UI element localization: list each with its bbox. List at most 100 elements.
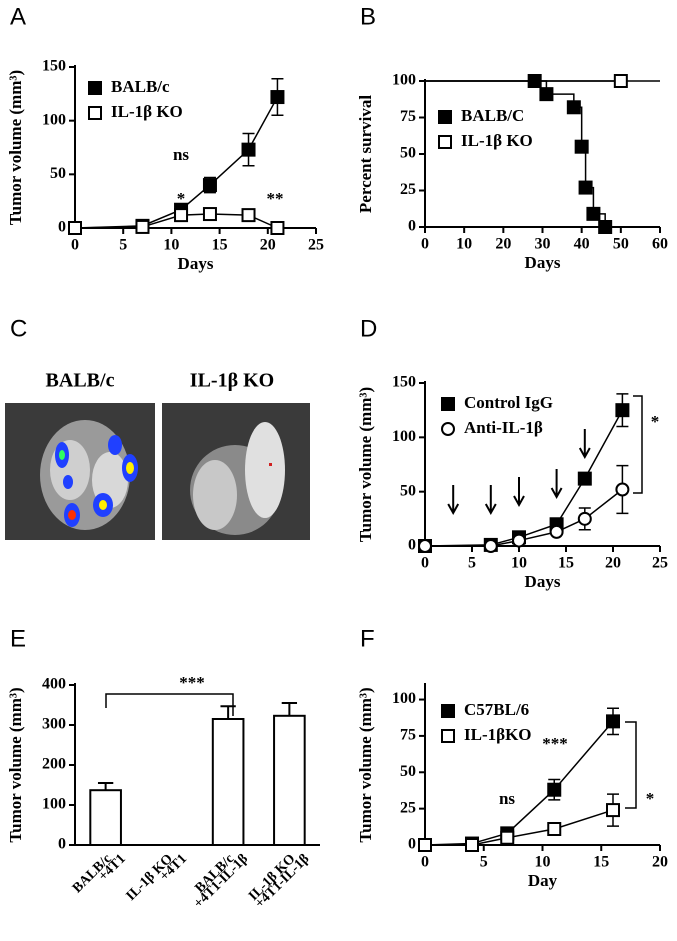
y-tick-label: 50 xyxy=(400,763,416,780)
y-tick-label: 150 xyxy=(392,374,416,391)
error-bar xyxy=(281,702,298,716)
marker xyxy=(606,714,620,729)
x-tick-label: 60 xyxy=(652,236,668,253)
y-tick-label: 75 xyxy=(400,108,416,125)
marker xyxy=(465,838,479,852)
y-tick-label: 50 xyxy=(400,145,416,162)
x-tick-label: 40 xyxy=(574,236,590,253)
bar xyxy=(273,714,306,846)
panel-label: D xyxy=(360,315,377,342)
marker xyxy=(438,110,452,124)
image-label: BALB/c xyxy=(46,370,115,392)
marker xyxy=(441,729,455,743)
bioluminescence-image xyxy=(5,403,155,540)
x-tick-label: 10 xyxy=(456,236,472,253)
marker xyxy=(586,206,601,221)
x-tick-label: 10 xyxy=(511,555,527,572)
x-tick-label: 5 xyxy=(468,555,476,572)
marker xyxy=(547,822,562,836)
marker xyxy=(88,106,102,120)
y-tick-label: 400 xyxy=(42,676,66,693)
marker xyxy=(512,533,526,548)
y-tick-label: 50 xyxy=(400,482,416,499)
y-axis-label: Tumor volume (mm³) xyxy=(6,687,25,842)
significance-bracket xyxy=(633,395,643,494)
error-bar xyxy=(97,782,114,791)
annotation: * xyxy=(651,412,660,431)
legend-label: BALB/C xyxy=(461,106,524,125)
panel-label: F xyxy=(360,625,375,652)
x-tick-label: 0 xyxy=(421,236,429,253)
marker xyxy=(577,511,592,526)
y-tick-label: 0 xyxy=(58,219,66,236)
treatment-arrow xyxy=(447,485,460,516)
marker xyxy=(615,482,630,497)
x-tick-label: 0 xyxy=(421,854,429,871)
marker xyxy=(438,135,452,149)
y-axis-label: Tumor volume (mm³) xyxy=(356,687,375,842)
marker xyxy=(202,178,217,193)
marker xyxy=(549,524,564,539)
y-tick-label: 25 xyxy=(400,181,416,198)
y-tick-label: 50 xyxy=(50,165,66,182)
y-axis-label: Percent survival xyxy=(356,95,375,213)
treatment-arrow xyxy=(550,469,563,500)
significance-bracket xyxy=(105,693,234,716)
legend-label: Anti-IL-1β xyxy=(464,418,543,437)
treatment-arrow xyxy=(513,477,525,508)
legend-label: IL-1β KO xyxy=(461,131,533,150)
significance-bracket xyxy=(625,721,637,809)
x-tick-label: 20 xyxy=(260,237,276,254)
marker xyxy=(613,74,628,88)
x-tick-label: 15 xyxy=(593,854,609,871)
marker xyxy=(270,221,285,235)
marker xyxy=(202,207,217,222)
y-tick-label: 200 xyxy=(42,756,66,773)
x-tick-label: 5 xyxy=(480,854,488,871)
line xyxy=(74,96,279,229)
marker xyxy=(500,830,515,845)
marker xyxy=(441,704,455,718)
marker xyxy=(174,208,189,223)
panel-label: C xyxy=(10,315,27,342)
y-tick-label: 100 xyxy=(392,428,416,445)
marker xyxy=(241,142,256,157)
marker xyxy=(441,422,455,436)
y-axis-label: Tumor volume (mm³) xyxy=(6,70,25,225)
legend-label: BALB/c xyxy=(111,77,170,96)
marker xyxy=(441,397,455,411)
marker xyxy=(606,803,620,818)
x-tick-label: 20 xyxy=(652,854,668,871)
x-axis-label: Days xyxy=(525,572,561,591)
marker xyxy=(270,90,285,105)
legend-label: Control IgG xyxy=(464,393,553,412)
x-axis-label: Days xyxy=(525,253,561,272)
line xyxy=(425,488,623,547)
x-tick-label: 15 xyxy=(212,237,228,254)
annotation: * xyxy=(177,189,186,208)
y-tick-label: 0 xyxy=(408,836,416,853)
treatment-arrow xyxy=(484,485,497,516)
y-tick-label: 75 xyxy=(400,727,416,744)
marker xyxy=(598,220,613,234)
y-tick-label: 100 xyxy=(42,796,66,813)
y-tick-label: 0 xyxy=(58,836,66,853)
marker xyxy=(418,838,432,852)
y-tick-label: 150 xyxy=(42,58,66,75)
marker xyxy=(68,221,82,235)
marker xyxy=(578,180,593,195)
annotation: ** xyxy=(267,189,284,208)
line xyxy=(424,409,624,547)
y-tick-label: 100 xyxy=(392,690,416,707)
annotation: *** xyxy=(179,673,205,692)
x-tick-label: 20 xyxy=(495,236,511,253)
marker xyxy=(577,471,592,486)
annotation: * xyxy=(646,789,655,808)
panel-label: B xyxy=(360,3,376,30)
x-axis-label: Days xyxy=(178,254,214,273)
legend-label: C57BL/6 xyxy=(464,700,529,719)
marker xyxy=(483,539,498,553)
legend-label: IL-1βKO xyxy=(464,725,532,744)
line xyxy=(425,809,614,846)
x-tick-label: 10 xyxy=(535,854,551,871)
